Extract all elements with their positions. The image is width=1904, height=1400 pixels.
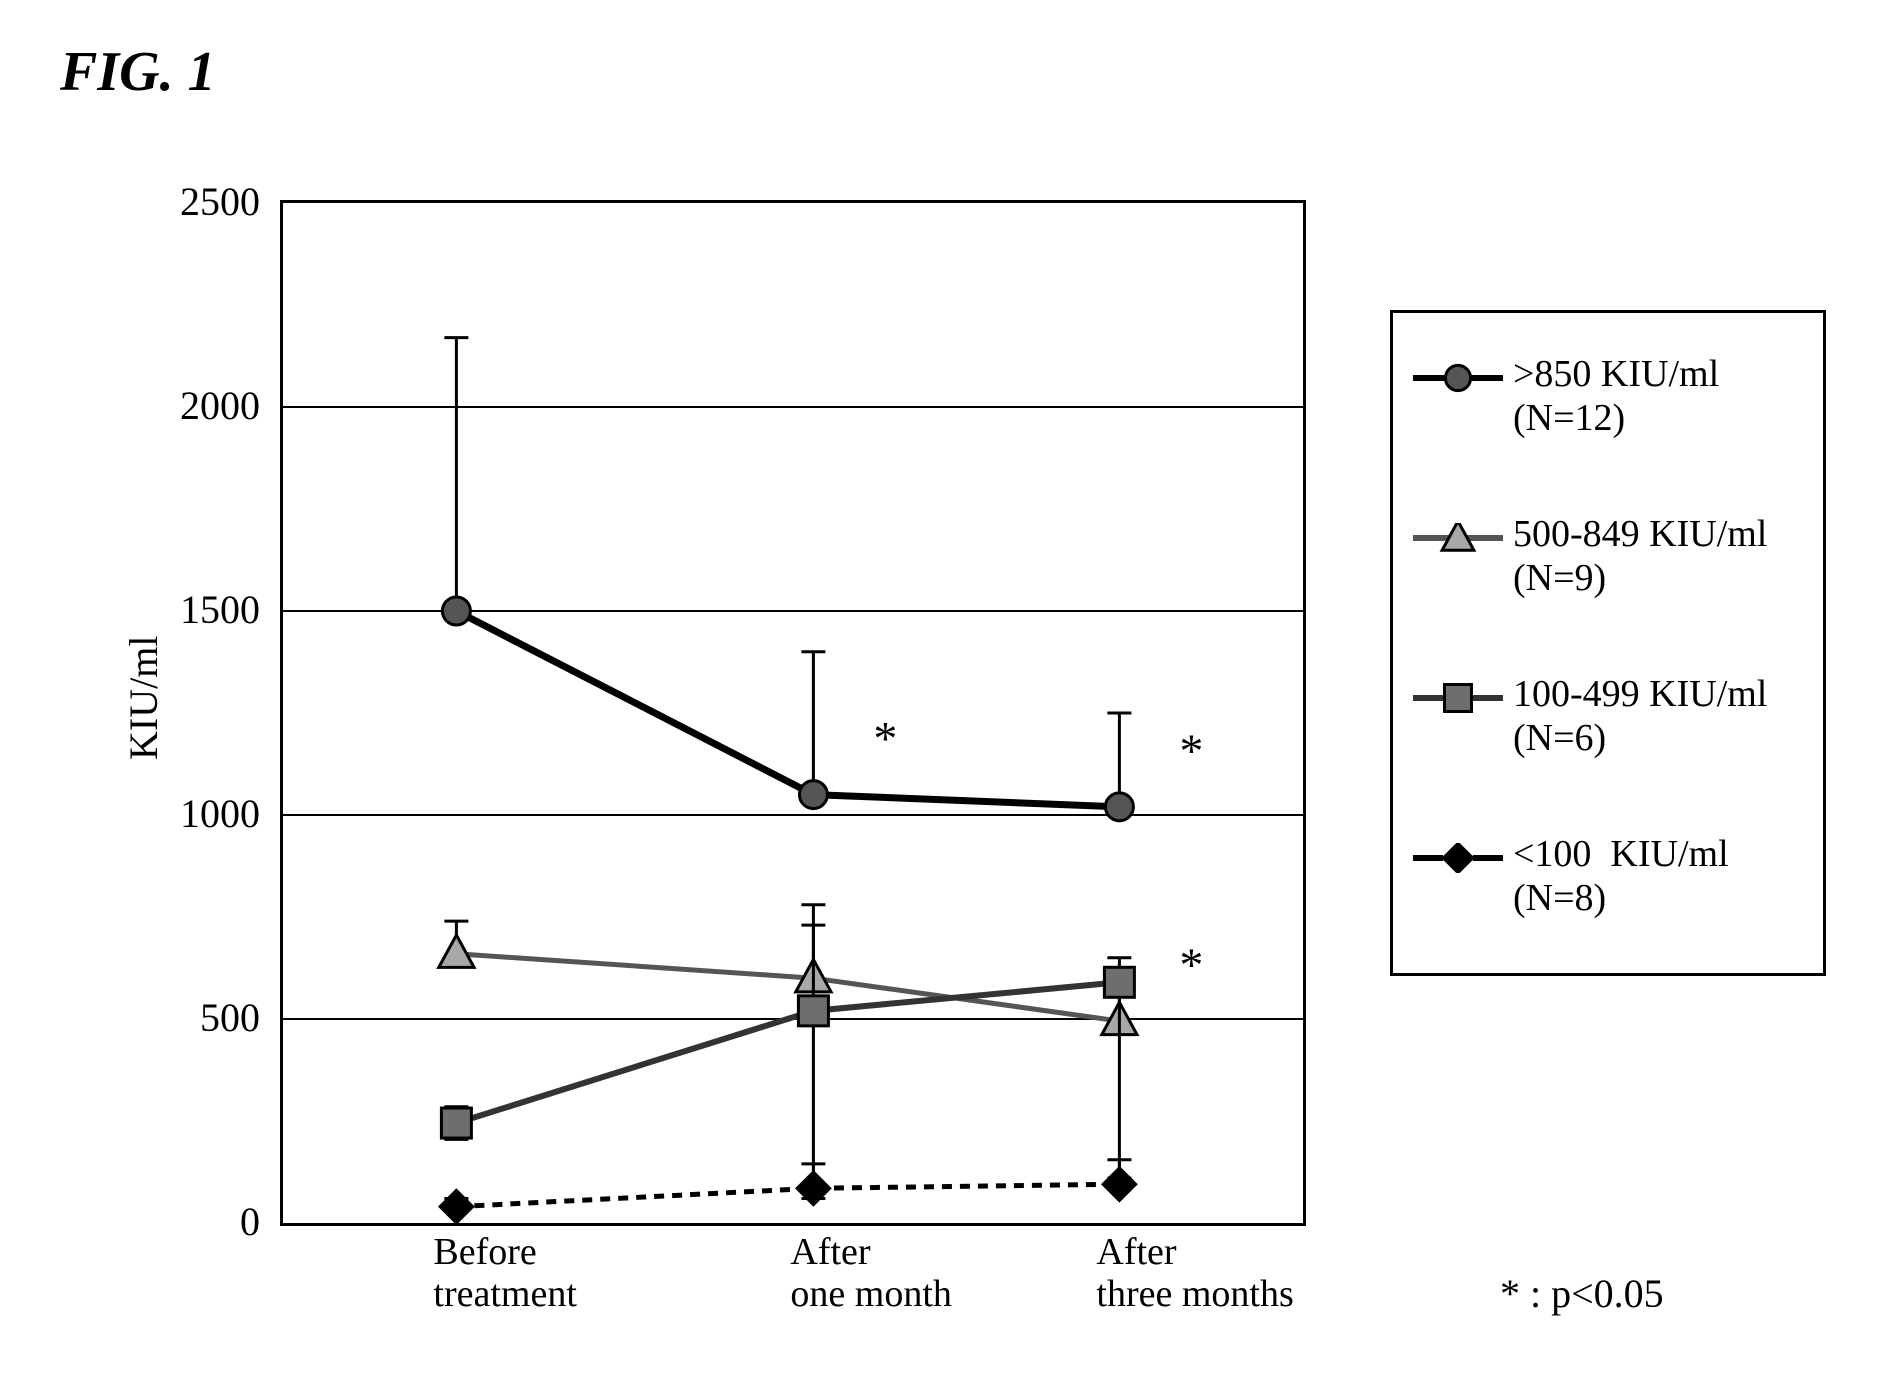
legend-swatch — [1413, 523, 1503, 553]
y-tick-label: 1500 — [150, 586, 260, 633]
x-tick-label: After one month — [790, 1232, 951, 1316]
y-tick-label: 500 — [150, 994, 260, 1041]
legend-label: 500-849 KIU/ml (N=9) — [1513, 513, 1767, 600]
legend-swatch — [1413, 843, 1503, 873]
y-tick-label: 1000 — [150, 790, 260, 837]
legend-label: >850 KIU/ml (N=12) — [1513, 353, 1719, 440]
chart-svg: * * * — [283, 203, 1303, 1223]
y-axis-label: KIU/ml — [120, 636, 167, 760]
legend-item-r100_499: 100-499 KIU/ml (N=6) — [1413, 673, 1767, 760]
legend-item-r500_849: 500-849 KIU/ml (N=9) — [1413, 513, 1767, 600]
legend-box: >850 KIU/ml (N=12) 500-849 KIU/ml (N=9) 10… — [1390, 310, 1826, 976]
y-tick-label: 2000 — [150, 382, 260, 429]
y-tick-label: 2500 — [150, 178, 260, 225]
chart-plot-area: * * * — [280, 200, 1306, 1226]
svg-text:*: * — [1179, 939, 1203, 992]
legend-label: <100 KIU/ml (N=8) — [1513, 833, 1729, 920]
legend-item-lt100: <100 KIU/ml (N=8) — [1413, 833, 1729, 920]
x-tick-label: Before treatment — [433, 1232, 576, 1316]
svg-text:*: * — [1179, 725, 1203, 778]
legend-item-gt850: >850 KIU/ml (N=12) — [1413, 353, 1719, 440]
significance-footnote: * : p<0.05 — [1500, 1270, 1664, 1317]
figure-title: FIG. 1 — [60, 40, 216, 104]
legend-swatch — [1413, 363, 1503, 393]
legend-swatch — [1413, 683, 1503, 713]
x-tick-label: After three months — [1096, 1232, 1293, 1316]
svg-text:*: * — [873, 713, 897, 766]
legend-label: 100-499 KIU/ml (N=6) — [1513, 673, 1767, 760]
page-root: FIG. 1 KIU/ml 0 500 1000 1500 2000 2500 Befor… — [0, 0, 1904, 1400]
y-tick-label: 0 — [150, 1198, 260, 1245]
